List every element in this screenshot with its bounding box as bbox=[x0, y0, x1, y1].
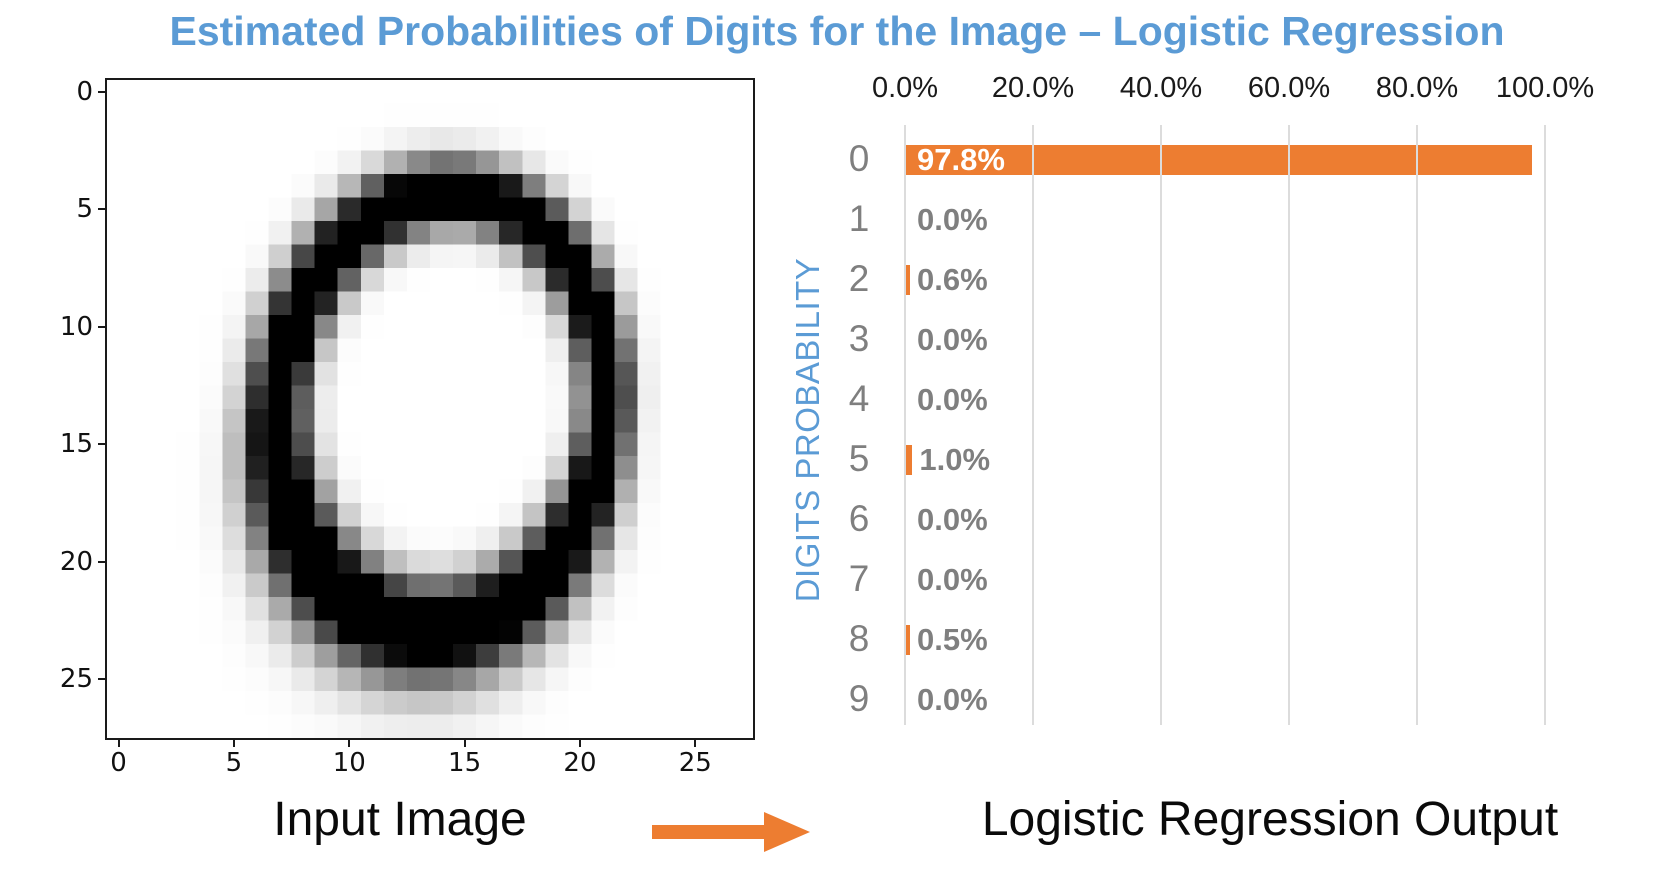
input-image-plot: 0 5 10 15 20 25 0 5 10 15 20 25 bbox=[60, 78, 755, 776]
bar-row: 7 0.0% bbox=[849, 550, 1545, 610]
page-title: Estimated Probabilities of Digits for th… bbox=[169, 8, 1505, 54]
digit-label: 7 bbox=[848, 558, 870, 599]
bar-row: 3 0.0% bbox=[849, 310, 1545, 370]
bar-rows: 0 97.8% 1 0.0% 2 0.6% 3 0.0% 4 0.0% 5 1.0% 6 0.0% 7 0.0… bbox=[849, 130, 1545, 730]
value-label: 0.0% bbox=[917, 562, 988, 597]
x-tick-mark bbox=[117, 738, 120, 747]
y-tick-label: 25 bbox=[59, 664, 93, 695]
value-label: 0.0% bbox=[917, 322, 988, 357]
x-tick-mark bbox=[348, 738, 351, 747]
digit-label: 6 bbox=[848, 498, 870, 539]
digit-label: 5 bbox=[848, 438, 870, 479]
y-tick-mark bbox=[98, 325, 107, 328]
value-label: 0.0% bbox=[917, 382, 988, 417]
gridline bbox=[1544, 125, 1546, 725]
x-tick-mark bbox=[578, 738, 581, 747]
gridline bbox=[1032, 125, 1034, 725]
digit-image bbox=[107, 80, 753, 738]
probability-bar bbox=[906, 625, 910, 655]
input-image-panel: 0 5 10 15 20 25 0 5 10 15 20 25 bbox=[45, 70, 765, 776]
x-tick-mark bbox=[463, 738, 466, 747]
x-tick-label: 10 bbox=[332, 748, 366, 778]
y-tick-mark bbox=[98, 678, 107, 681]
digit-label: 2 bbox=[848, 258, 870, 299]
probability-bar bbox=[906, 445, 913, 475]
flow-arrow-icon bbox=[652, 812, 810, 852]
probability-chart: DIGITS PROBABILITY 0.0% 20.0% 40.0% 60.0% 80… bbox=[780, 70, 1660, 770]
x-tick-label: 25 bbox=[678, 748, 712, 778]
gridline bbox=[1416, 125, 1418, 725]
gridline bbox=[1160, 125, 1162, 725]
output-caption: Logistic Regression Output bbox=[981, 793, 1559, 846]
x-tick-label: 15 bbox=[448, 748, 482, 778]
y-tick-label: 5 bbox=[76, 194, 93, 225]
y-tick-label: 20 bbox=[59, 546, 93, 577]
bar-row: 9 0.0% bbox=[849, 670, 1545, 730]
x-axis-ticks: 0.0% 20.0% 40.0% 60.0% 80.0% 100.0% bbox=[872, 72, 1594, 106]
gridline bbox=[1288, 125, 1290, 725]
x-tick-label: 40.0% bbox=[1119, 72, 1203, 104]
value-label: 0.0% bbox=[917, 202, 988, 237]
input-image-caption: Input Image bbox=[273, 793, 527, 846]
value-label: 0.0% bbox=[917, 682, 988, 717]
y-tick-mark bbox=[98, 208, 107, 211]
y-tick-mark bbox=[98, 90, 107, 93]
x-tick-label: 80.0% bbox=[1375, 72, 1459, 104]
value-label: 1.0% bbox=[919, 442, 991, 477]
probability-bar bbox=[906, 145, 1532, 175]
value-label: 97.8% bbox=[917, 142, 1005, 177]
value-label: 0.5% bbox=[917, 622, 988, 657]
x-tick-label: 20.0% bbox=[991, 72, 1075, 104]
x-tick-label: 20 bbox=[563, 748, 597, 778]
bar-row: 8 0.5% bbox=[849, 610, 1545, 670]
digit-label: 1 bbox=[848, 198, 870, 239]
digit-label: 8 bbox=[848, 618, 870, 659]
y-axis-label: DIGITS PROBABILITY bbox=[789, 257, 826, 603]
digit-label: 4 bbox=[848, 378, 870, 419]
x-tick-label: 0.0% bbox=[871, 72, 939, 104]
value-label: 0.6% bbox=[917, 262, 988, 297]
bar-row: 6 0.0% bbox=[849, 490, 1545, 550]
bar-row: 5 1.0% bbox=[849, 430, 1545, 490]
chart-plot-area: 0 97.8% 1 0.0% 2 0.6% 3 0.0% 4 0.0% 5 1.0% 6 0.0% 7 0.0… bbox=[849, 125, 1546, 730]
x-tick-label: 0 bbox=[110, 748, 127, 778]
bar-row: 4 0.0% bbox=[849, 370, 1545, 430]
y-tick-label: 15 bbox=[59, 429, 93, 460]
y-tick-label: 10 bbox=[59, 311, 93, 342]
x-tick-label: 5 bbox=[225, 748, 243, 778]
x-tick-label: 100.0% bbox=[1495, 72, 1595, 104]
bar-row: 2 0.6% bbox=[849, 250, 1545, 310]
gridline bbox=[904, 125, 906, 725]
x-tick-mark bbox=[232, 738, 235, 747]
value-label: 0.0% bbox=[917, 502, 988, 537]
digit-label: 3 bbox=[848, 318, 870, 359]
bar-row: 1 0.0% bbox=[849, 190, 1545, 250]
digit-label: 9 bbox=[848, 678, 870, 719]
bar-row: 0 97.8% bbox=[849, 130, 1545, 190]
x-tick-mark bbox=[694, 738, 697, 747]
digit-label: 0 bbox=[848, 138, 870, 179]
y-tick-label: 0 bbox=[76, 76, 93, 107]
x-tick-label: 60.0% bbox=[1247, 72, 1331, 104]
y-tick-mark bbox=[98, 443, 107, 446]
y-tick-mark bbox=[98, 560, 107, 563]
probability-bar bbox=[906, 265, 910, 295]
